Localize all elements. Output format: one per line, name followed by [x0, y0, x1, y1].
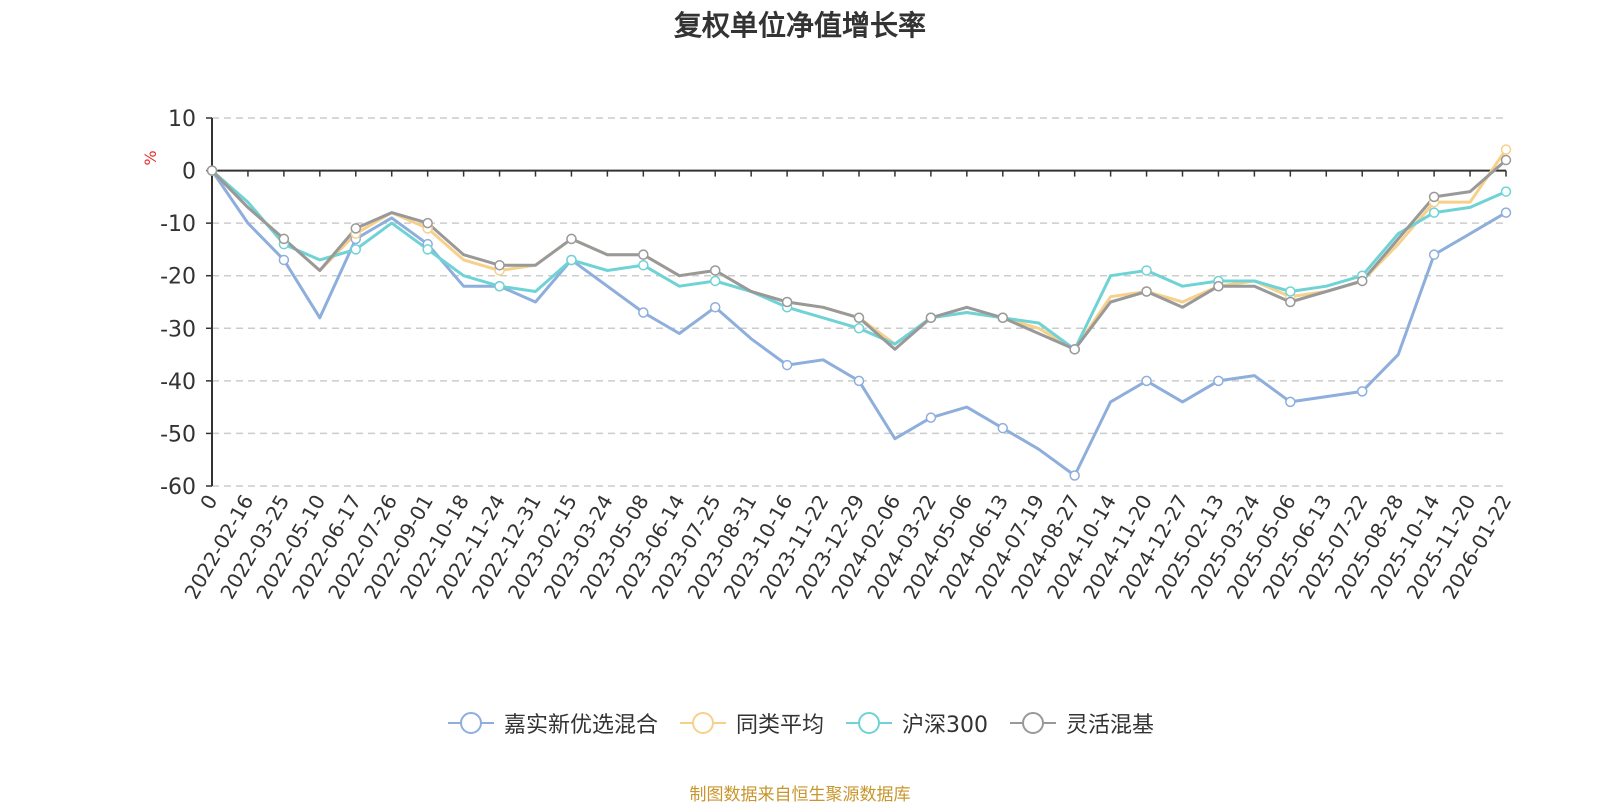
series-markers: [206, 144, 1512, 481]
series-point: [1500, 144, 1512, 155]
series-point: [1356, 386, 1368, 397]
series-point: [638, 307, 649, 318]
series-point: [1500, 207, 1512, 218]
series-point: [1141, 286, 1152, 297]
series-lines: [210, 148, 1508, 477]
legend-swatch-icon: [679, 712, 726, 734]
legend-swatch-icon: [1010, 712, 1056, 734]
legend-item[interactable]: 嘉实新优选混合: [446, 707, 658, 739]
series-point: [278, 254, 290, 266]
series-point: [494, 280, 505, 292]
legend: 嘉实新优选混合 同类平均 沪深300 灵活混基: [0, 707, 1600, 739]
series-point: [853, 312, 865, 324]
y-tick-label: -20: [160, 265, 196, 290]
series-point: [1069, 344, 1080, 355]
legend-swatch-icon: [846, 712, 892, 734]
series-point: [709, 265, 721, 276]
y-tick-label: 10: [168, 107, 196, 132]
y-tick-label: -60: [160, 475, 196, 500]
series-point: [350, 244, 362, 255]
series-point: [925, 412, 937, 423]
axis-labels: 100-10-20-30-40-50-60%02022-02-162022-03…: [141, 107, 1516, 603]
source-note: 制图数据来自恒生聚源数据库: [689, 785, 911, 805]
legend-label: 沪深300: [902, 713, 988, 738]
legend-label: 嘉实新优选混合: [503, 713, 658, 738]
series-point: [1213, 280, 1224, 292]
series-point: [638, 249, 649, 260]
series-point: [1428, 191, 1440, 203]
series-point: [206, 165, 218, 176]
series-point: [1213, 375, 1224, 387]
y-tick-label: -50: [160, 422, 196, 447]
series-point: [709, 275, 721, 287]
series-point: [278, 233, 290, 245]
legend-item[interactable]: 灵活混基: [1008, 707, 1154, 739]
series-point: [1069, 470, 1080, 481]
series-point: [997, 422, 1009, 434]
series-point: [422, 217, 433, 229]
x-tick-label: 0: [195, 491, 222, 514]
series-point: [566, 233, 577, 245]
series-point: [350, 223, 362, 234]
series-point: [1285, 396, 1296, 408]
series-point: [1141, 265, 1152, 276]
series-point: [925, 312, 937, 324]
series-point: [566, 254, 577, 266]
legend-swatch-icon: [447, 712, 494, 734]
legend-item[interactable]: 同类平均: [678, 707, 824, 739]
axes: [206, 117, 1507, 487]
series-point: [1285, 296, 1296, 308]
y-tick-label: -10: [160, 212, 196, 237]
series-point: [709, 302, 721, 313]
series-point: [1285, 286, 1296, 297]
series-point: [1356, 275, 1368, 287]
chart-title: 复权单位净值增长率: [673, 9, 926, 42]
legend-label: 同类平均: [735, 713, 824, 738]
series-point: [781, 296, 793, 308]
series-point: [853, 323, 865, 334]
y-tick-label: -40: [160, 370, 196, 395]
series-point: [853, 375, 865, 387]
y-tick-label: -30: [160, 317, 196, 342]
y-tick-label: 0: [182, 160, 196, 185]
line-chart: 100-10-20-30-40-50-60%02022-02-162022-03…: [141, 107, 1516, 603]
series-point: [997, 312, 1009, 324]
series-point: [1500, 154, 1512, 166]
series-point: [1500, 186, 1512, 197]
series-point: [1428, 207, 1440, 218]
series-point: [638, 259, 649, 271]
series-point: [422, 244, 433, 255]
y-axis-unit: %: [141, 150, 160, 165]
series-point: [1141, 375, 1152, 387]
series-point: [781, 359, 793, 371]
series-point: [1428, 249, 1440, 260]
series-point: [494, 259, 505, 271]
legend-label: 灵活混基: [1066, 713, 1155, 738]
legend-item[interactable]: 沪深300: [844, 707, 988, 739]
